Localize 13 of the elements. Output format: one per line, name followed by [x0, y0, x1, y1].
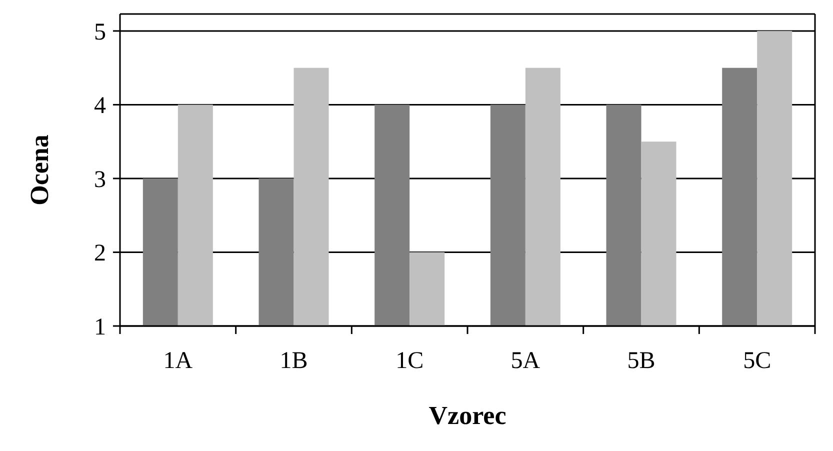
y-tick-label: 4 — [94, 93, 106, 120]
x-tick-label: 1B — [280, 348, 308, 374]
x-tick-label: 1A — [163, 348, 194, 374]
y-tick-label: 1 — [94, 314, 106, 340]
y-tick-label: 3 — [94, 166, 106, 193]
x-axis-title: Vzorec — [428, 401, 506, 430]
y-tick-label: 2 — [94, 240, 106, 267]
x-tick-label: 1C — [396, 348, 424, 374]
x-tick-label: 5C — [743, 348, 772, 374]
y-axis-title: Ocena — [25, 134, 54, 206]
y-tick-label: 5 — [94, 19, 106, 46]
x-tick-label: 5A — [510, 348, 541, 374]
x-tick-label: 5B — [627, 348, 656, 374]
